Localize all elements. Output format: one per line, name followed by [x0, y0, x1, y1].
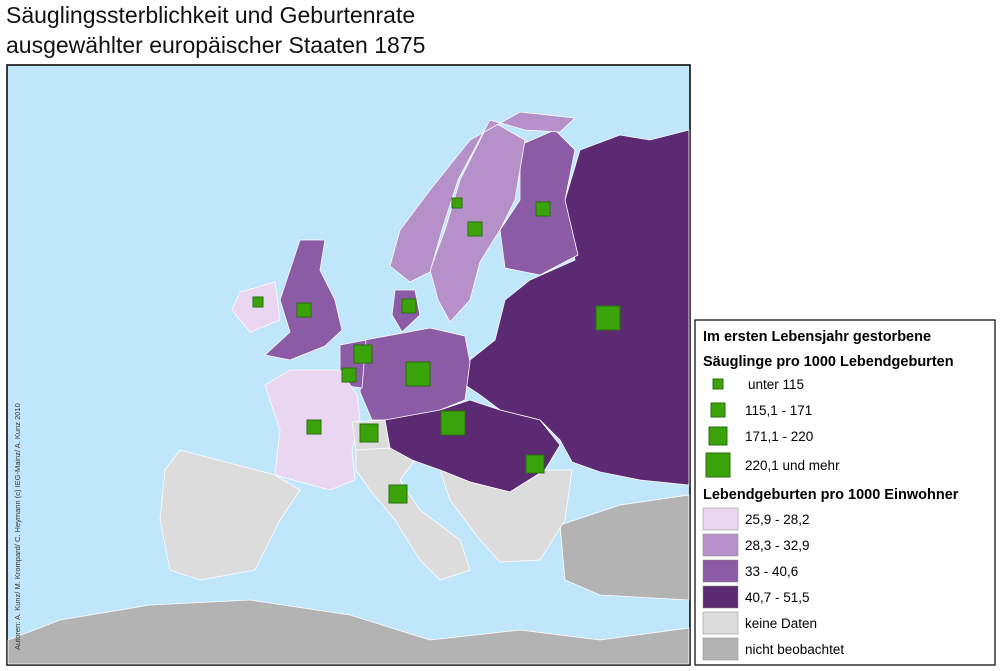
- legend-symbol: [705, 452, 731, 478]
- iberia: [159, 449, 301, 581]
- legend-title: Im ersten Lebensjahr gestorbene: [703, 329, 931, 345]
- mortality-symbol: [341, 367, 357, 383]
- legend-title: Lebendgeburten pro 1000 Einwohner: [703, 487, 959, 503]
- legend-symbol: [712, 378, 724, 390]
- legend-swatch: [702, 533, 739, 557]
- legend-swatch: [702, 637, 739, 661]
- mortality-symbol: [252, 296, 264, 308]
- mortality-symbol: [353, 344, 373, 364]
- legend-box: [694, 319, 996, 666]
- africa: [7, 599, 690, 665]
- legend-label: 40,7 - 51,5: [745, 590, 810, 605]
- legend-label: 33 - 40,6: [745, 564, 798, 579]
- legend-symbol: [708, 426, 728, 446]
- legend: Im ersten Lebensjahr gestorbene Säugling…: [694, 319, 996, 666]
- asia-minor: [559, 494, 690, 601]
- mortality-symbol: [306, 419, 322, 435]
- legend-swatch: [702, 585, 739, 609]
- title-line: ausgewählter europäischer Staaten 1875: [6, 32, 425, 58]
- mortality-symbol: [525, 454, 545, 474]
- united-kingdom: [264, 239, 343, 361]
- title-line: Säuglingssterblichkeit und Geburtenrate: [6, 2, 415, 28]
- legend-swatch: [702, 559, 739, 583]
- norway: [389, 111, 576, 283]
- legend-label: unter 115: [748, 377, 804, 392]
- legend-label: 220,1 und mehr: [745, 458, 840, 473]
- legend-label: 115,1 - 171: [745, 403, 812, 418]
- balkans: [439, 469, 573, 563]
- mortality-symbol: [388, 484, 408, 504]
- mortality-symbol: [401, 298, 417, 314]
- mortality-symbol: [451, 197, 463, 209]
- mortality-symbol: [467, 221, 483, 237]
- map: Autoren: A. Kunz/ M. Krompard/ C. Heyman…: [6, 64, 691, 666]
- mortality-symbol: [296, 302, 312, 318]
- sweden: [429, 119, 526, 323]
- legend-swatch: [702, 507, 739, 531]
- credit: Autoren: A. Kunz/ M. Krompard/ C. Heyman…: [13, 403, 22, 650]
- mortality-symbol: [359, 423, 379, 443]
- mortality-symbol: [595, 305, 621, 331]
- legend-label: 171,1 - 220: [745, 429, 813, 444]
- legend-label: nicht beobachtet: [745, 642, 844, 657]
- legend-label: 25,9 - 28,2: [745, 512, 810, 527]
- mortality-symbol: [535, 201, 551, 217]
- mortality-symbol: [405, 361, 431, 387]
- mortality-symbol: [440, 410, 466, 436]
- legend-label: 28,3 - 32,9: [745, 538, 810, 553]
- legend-swatch: [702, 611, 739, 635]
- legend-title: Säuglinge pro 1000 Lebendgeburten: [703, 354, 954, 370]
- legend-label: keine Daten: [745, 616, 817, 631]
- legend-symbol: [710, 402, 726, 418]
